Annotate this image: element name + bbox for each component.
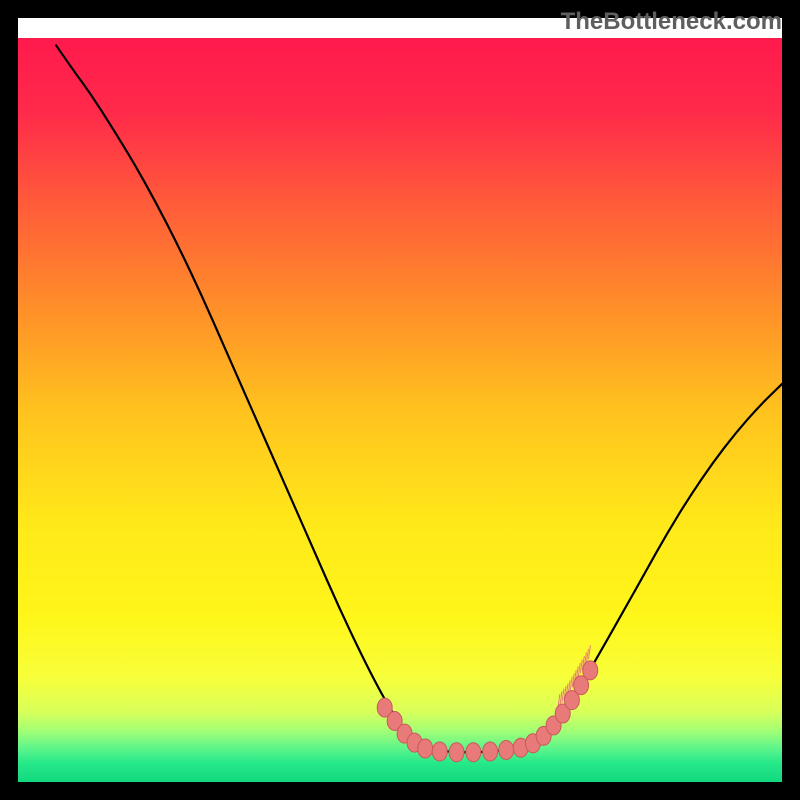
data-marker xyxy=(432,742,447,761)
data-marker xyxy=(483,742,498,761)
data-marker xyxy=(499,741,514,760)
data-marker xyxy=(466,743,481,762)
chart-root: TheBottleneck.com xyxy=(0,0,800,800)
plot-area xyxy=(18,38,782,782)
plot-svg xyxy=(18,38,782,782)
data-marker xyxy=(418,739,433,758)
data-marker xyxy=(449,743,464,762)
watermark-text: TheBottleneck.com xyxy=(561,8,782,36)
data-marker xyxy=(583,661,598,680)
gradient-background xyxy=(18,38,782,782)
